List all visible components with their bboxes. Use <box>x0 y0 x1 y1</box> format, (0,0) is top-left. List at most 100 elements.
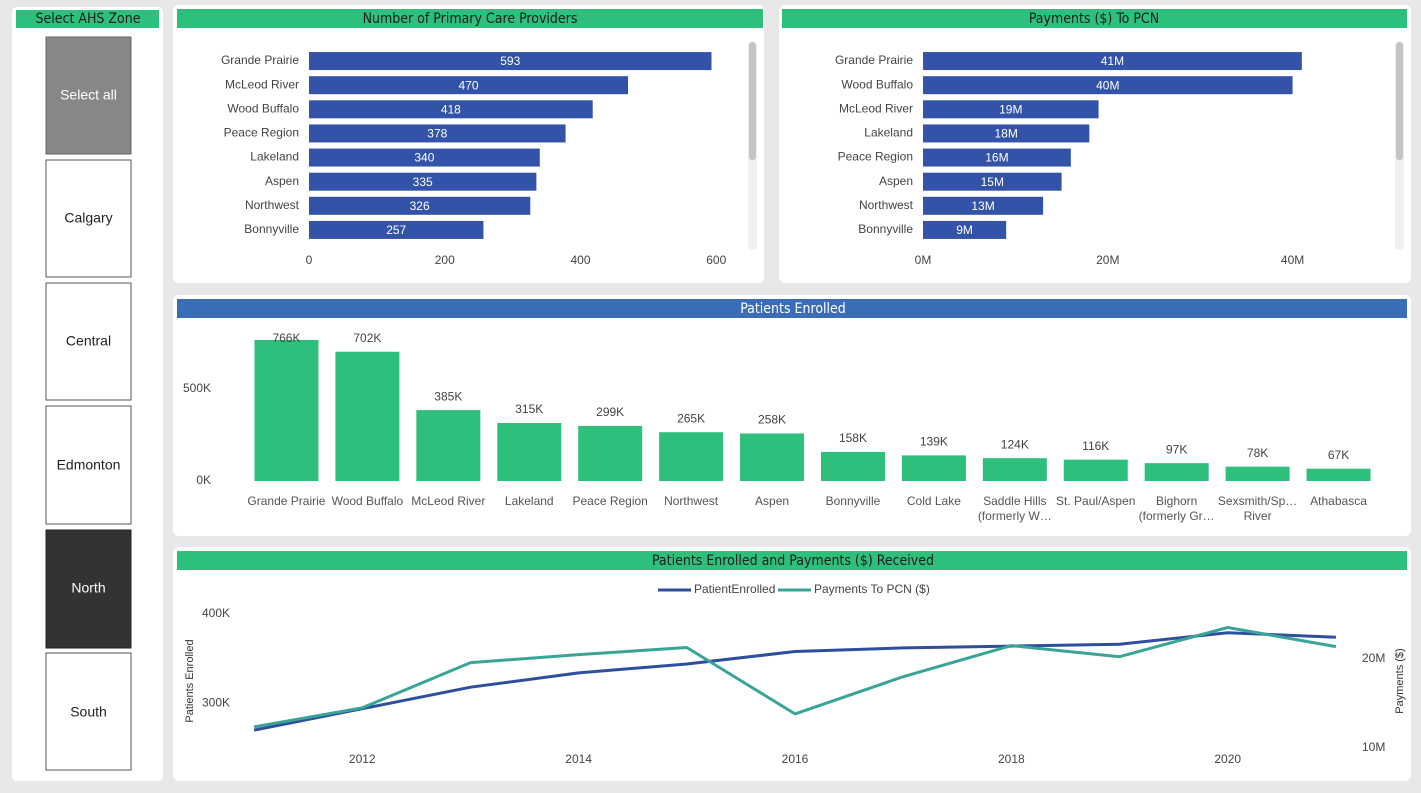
button-label[interactable]: Select all <box>60 87 117 103</box>
slicer-button[interactable]: Select all <box>45 36 132 155</box>
category-label: Aspen <box>265 174 299 188</box>
bar <box>659 432 724 481</box>
value-label: 326 <box>410 199 430 213</box>
x-tick-label: 2020 <box>1214 752 1241 766</box>
button-box[interactable] <box>45 282 132 401</box>
bar <box>309 148 540 167</box>
y2-tick-label: 10M <box>1362 740 1385 754</box>
x-tick-label: 2018 <box>998 752 1025 766</box>
category-text: McLeod River <box>411 494 486 508</box>
button-box[interactable] <box>45 159 132 278</box>
slicer-button[interactable]: Calgary <box>45 159 132 278</box>
bar <box>982 458 1047 481</box>
bar <box>416 410 481 481</box>
x-tick-label: 20M <box>1096 253 1119 267</box>
chart-panel <box>173 5 764 283</box>
x-tick-label: 0 <box>306 253 313 267</box>
y-tick-label: 400K <box>202 606 230 620</box>
category-label: Saddle Hills (formerly W… <box>978 494 1052 523</box>
category-label: Lakeland <box>505 494 554 508</box>
bar <box>923 172 1062 191</box>
category-text: Wood Buffalo <box>331 494 404 508</box>
button-box[interactable] <box>45 529 132 649</box>
bar <box>820 451 885 481</box>
category-label: Wood Buffalo <box>841 77 913 91</box>
bar <box>1225 466 1290 481</box>
value-label: 470 <box>458 78 478 92</box>
button-label[interactable]: Calgary <box>64 210 112 226</box>
category-label: Peace Region <box>572 494 648 508</box>
scrollbar-thumb[interactable] <box>749 42 756 160</box>
category-label: Northwest <box>859 198 914 212</box>
category-label: Grande Prairie <box>247 494 326 508</box>
slicer-button[interactable]: South <box>45 652 132 771</box>
button-box[interactable] <box>45 405 132 525</box>
category-text: Grande Prairie <box>247 494 326 508</box>
y-tick-label: 0K <box>196 473 211 487</box>
value-label: 158K <box>839 431 867 445</box>
button-box[interactable] <box>45 36 132 155</box>
slicer-button[interactable]: North <box>45 529 132 649</box>
bar <box>923 52 1302 71</box>
bar <box>740 433 805 481</box>
bar <box>923 100 1099 119</box>
bar <box>923 76 1293 95</box>
bar <box>309 196 531 215</box>
category-label: McLeod River <box>225 77 299 91</box>
bar <box>309 172 537 191</box>
category-text: Peace Region <box>572 494 648 508</box>
category-label: St. Paul/Aspen <box>1056 494 1135 508</box>
category-label: McLeod River <box>411 494 486 508</box>
chart-title: Patients Enrolled <box>740 301 846 317</box>
category-text: Bonnyville <box>825 494 881 508</box>
value-label: 378 <box>427 127 447 141</box>
x-tick-label: 0M <box>915 253 932 267</box>
title-bar <box>782 9 1407 28</box>
legend-label: PatientEnrolled <box>694 582 775 596</box>
category-label: Aspen <box>755 494 789 508</box>
value-label: 299K <box>596 405 624 419</box>
slicer-header <box>16 10 159 28</box>
x-tick-label: 2016 <box>782 752 809 766</box>
bar <box>254 339 319 481</box>
bar <box>309 52 712 71</box>
category-text: Bighorn (formerly Gr… <box>1138 494 1215 523</box>
value-label: 78K <box>1247 446 1268 460</box>
x-tick-label: 200 <box>435 253 455 267</box>
x-tick-label: 2014 <box>565 752 592 766</box>
slicer-title: Select AHS Zone <box>35 11 140 27</box>
y-axis-title: Patients Enrolled <box>184 639 196 722</box>
x-tick-label: 400 <box>570 253 590 267</box>
value-label: 418 <box>441 102 461 116</box>
value-label: 97K <box>1166 442 1187 456</box>
chart-title: Payments ($) To PCN <box>1029 11 1159 27</box>
value-label: 265K <box>677 411 705 425</box>
button-label[interactable]: Central <box>66 333 111 349</box>
value-label: 702K <box>353 331 381 345</box>
chart-title: Number of Primary Care Providers <box>363 11 578 27</box>
bar <box>1306 468 1371 481</box>
bar <box>335 351 400 481</box>
button-box[interactable] <box>45 652 132 771</box>
category-label: Peace Region <box>224 126 299 140</box>
category-text: Athabasca <box>1310 494 1367 508</box>
category-label: Northwest <box>664 494 718 508</box>
title-bar <box>177 299 1407 318</box>
button-label[interactable]: North <box>71 580 105 596</box>
bar <box>497 422 562 481</box>
value-label: 67K <box>1328 448 1349 462</box>
slicer-button[interactable]: Central <box>45 282 132 401</box>
title-bar <box>177 551 1407 570</box>
value-label: 16M <box>985 151 1008 165</box>
x-tick-label: 40M <box>1281 253 1304 267</box>
slicer-button[interactable]: Edmonton <box>45 405 132 525</box>
button-label[interactable]: Edmonton <box>57 457 121 473</box>
value-label: 385K <box>434 389 462 403</box>
chart-panel <box>173 547 1411 781</box>
value-label: 15M <box>981 175 1004 189</box>
x-tick-label: 600 <box>706 253 726 267</box>
bar <box>923 196 1044 215</box>
scrollbar-thumb[interactable] <box>1396 42 1403 160</box>
button-label[interactable]: South <box>70 704 107 720</box>
